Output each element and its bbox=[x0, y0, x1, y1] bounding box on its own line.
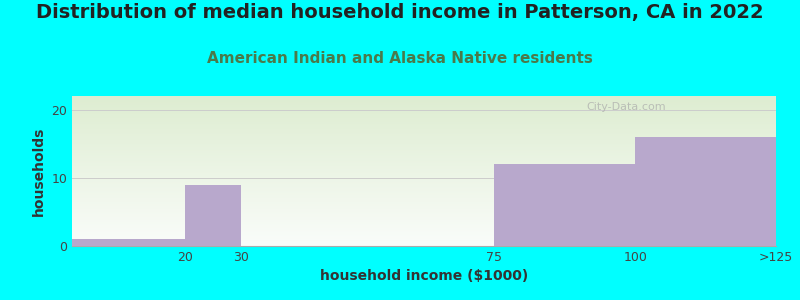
Text: American Indian and Alaska Native residents: American Indian and Alaska Native reside… bbox=[207, 51, 593, 66]
Bar bbox=[635, 137, 776, 246]
Text: Distribution of median household income in Patterson, CA in 2022: Distribution of median household income … bbox=[36, 3, 764, 22]
Text: City-Data.com: City-Data.com bbox=[586, 102, 666, 112]
Bar bbox=[185, 184, 241, 246]
Bar bbox=[494, 164, 635, 246]
Bar bbox=[72, 239, 185, 246]
Y-axis label: households: households bbox=[32, 126, 46, 216]
X-axis label: household income ($1000): household income ($1000) bbox=[320, 269, 528, 284]
